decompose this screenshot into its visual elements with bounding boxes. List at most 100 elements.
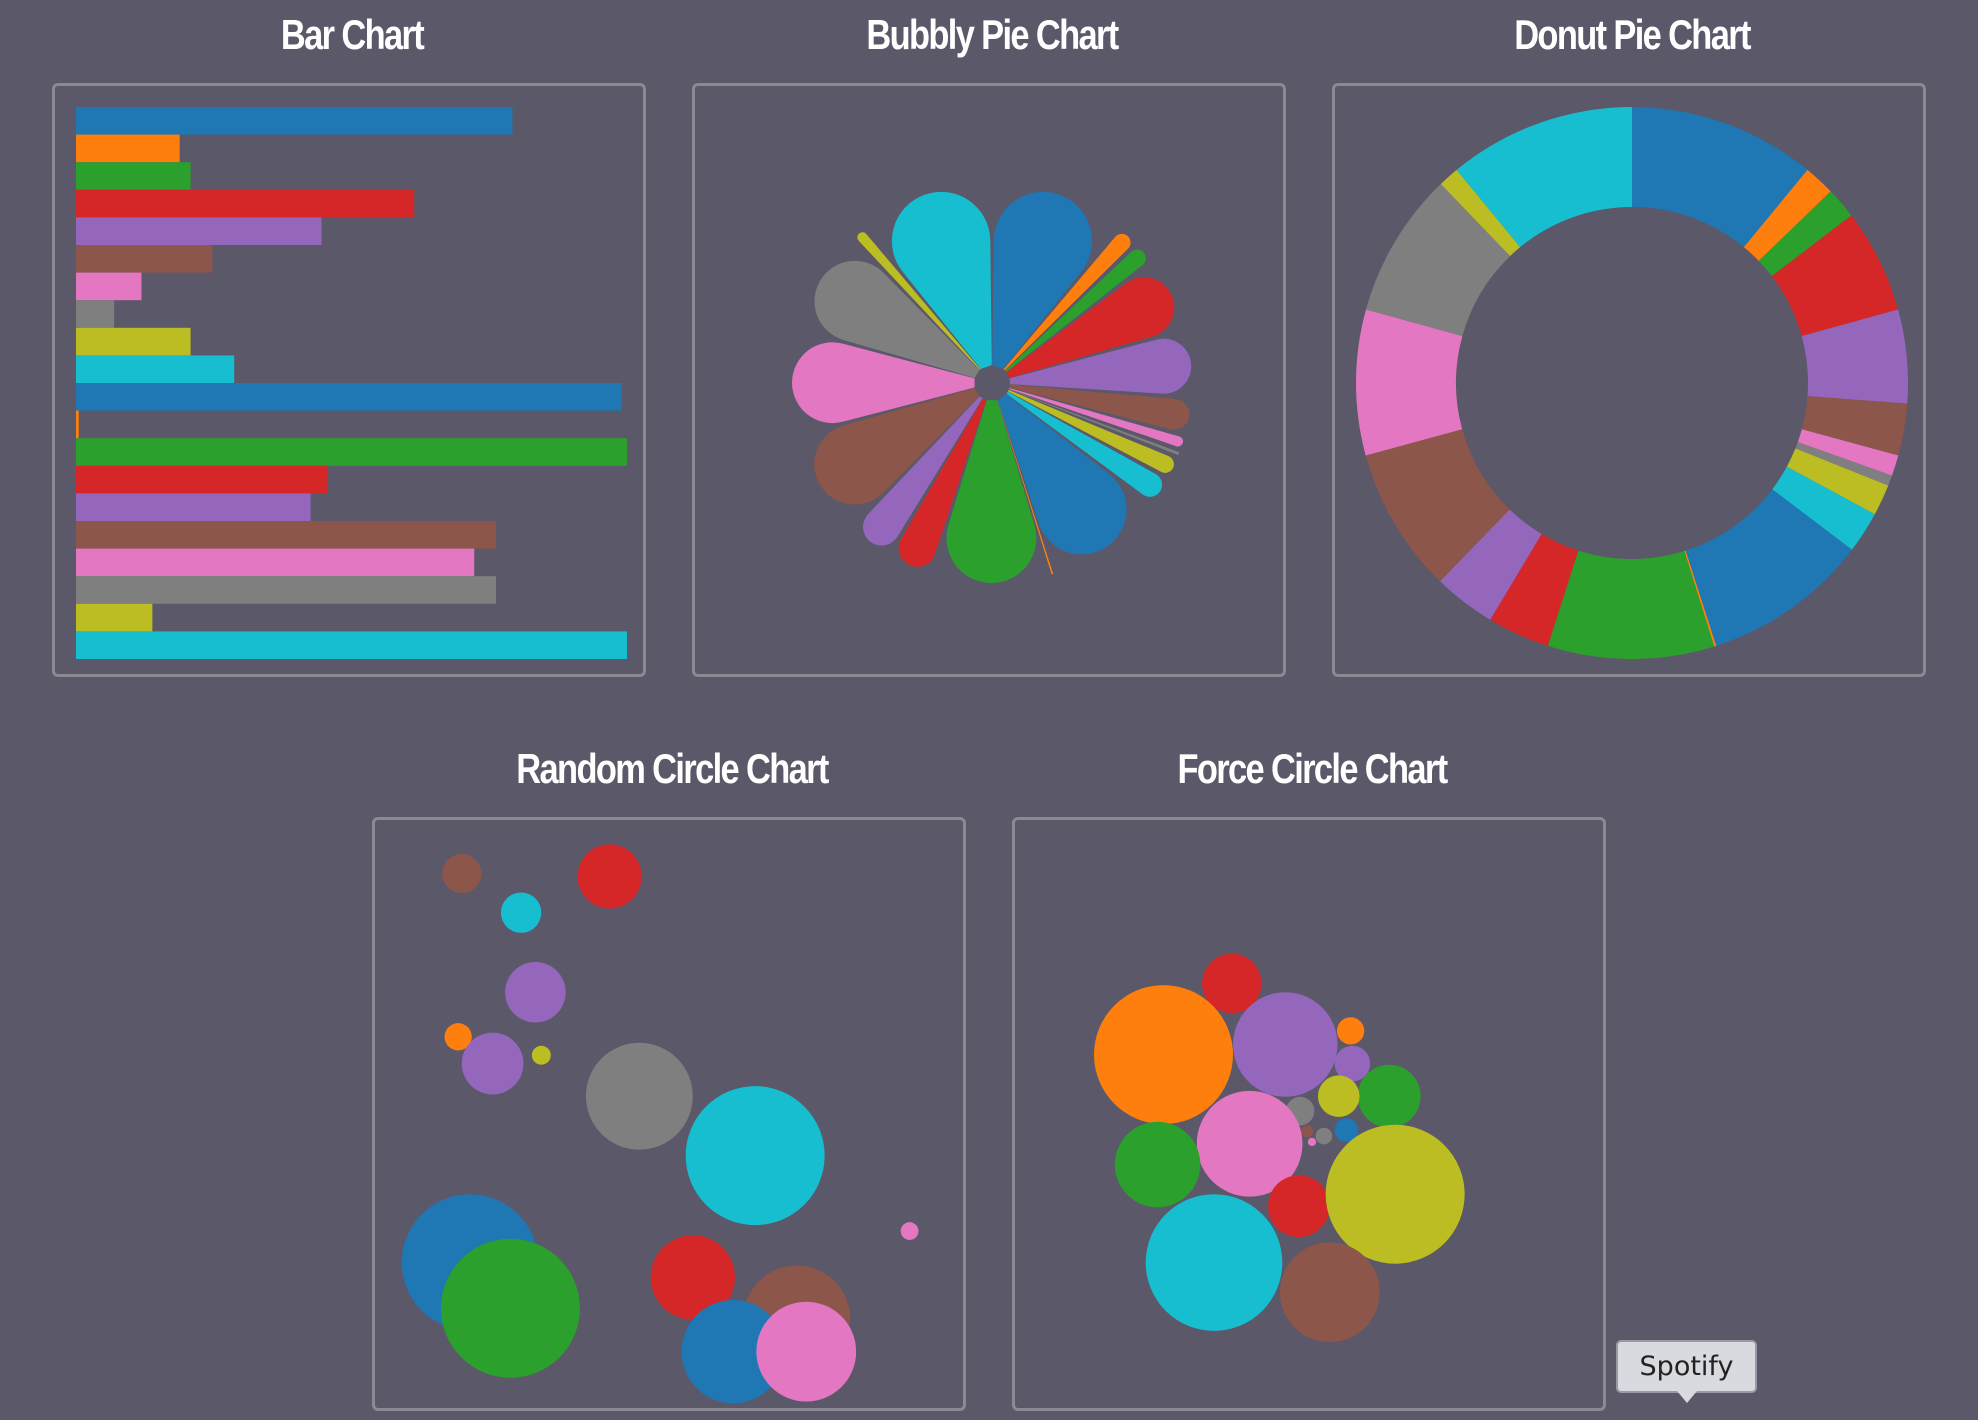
donut-pie-chart-title: Donut Pie Chart [1514,11,1751,58]
force-circle-7 [1317,1075,1360,1117]
bar-20 [76,631,627,659]
random-circle-8 [585,1042,693,1150]
donut-slice-5 [1801,309,1908,404]
bar-2 [76,134,180,163]
force-circle-17 [1145,1194,1283,1331]
random-circle-4 [505,961,566,1023]
random-circle-2 [577,844,642,909]
bar-chart-panel [52,83,646,677]
bar-1 [76,107,513,135]
donut-slice-1 [1632,107,1808,248]
donut-slice-13 [1547,550,1715,659]
bar-12 [76,410,79,439]
bubbly-pie-chart-svg [792,191,1192,583]
bubbly-slice-4 [1006,277,1175,378]
force-circle-3 [1232,992,1338,1097]
bar-17 [76,548,475,577]
donut-slice-3 [1758,191,1852,277]
random-circle-15 [681,1299,785,1404]
random-circle-10 [900,1222,919,1240]
bar-18 [76,576,497,604]
donut-slice-20 [1456,107,1632,248]
bar-9 [76,327,191,356]
bubbly-slice-7 [1009,387,1184,447]
force-circle-5 [1334,1045,1371,1082]
bubbly-slice-5 [1009,338,1192,394]
force-circle-18 [1279,1242,1380,1343]
bubbly-pie-chart-title: Bubbly Pie Chart [866,11,1119,58]
bubbly-slice-17 [792,342,975,424]
bubbly-slice-20 [891,191,992,369]
force-circle-11 [1301,1125,1314,1138]
bar-4 [76,189,415,218]
force-circle-2 [1094,985,1233,1125]
force-circle-10 [1315,1127,1333,1145]
random-circle-chart-svg [401,844,919,1404]
bar-16 [76,521,497,549]
bar-10 [76,355,235,383]
donut-slice-9 [1786,448,1889,515]
donut-slice-6 [1801,396,1908,456]
random-circle-5 [444,1023,472,1051]
donut-slice-18 [1365,183,1511,337]
bubbly-slice-11 [997,394,1127,555]
bubbly-slice-12 [997,400,1054,575]
random-circle-6 [461,1032,524,1095]
random-circle-1 [442,853,482,894]
random-circle-7 [531,1045,551,1065]
random-circle-9 [685,1086,825,1226]
bubbly-slice-15 [862,396,983,546]
donut-slice-10 [1772,466,1875,550]
donut-slice-14 [1490,533,1579,646]
donut-slice-2 [1743,169,1831,261]
bubbly-slice-18 [814,260,980,378]
donut-slice-15 [1440,509,1542,620]
bubbly-slice-14 [898,398,987,567]
random-circle-13 [650,1235,735,1320]
random-circle-16 [756,1301,857,1402]
bubbly-slice-10 [1006,391,1163,497]
donut-slice-12 [1684,550,1717,647]
donut-pie-chart-svg [1356,107,1908,659]
donut-slice-17 [1356,309,1463,456]
force-circle-13 [1196,1090,1303,1197]
force-circle-chart-svg [1094,953,1465,1343]
bubbly-slice-1 [992,191,1093,369]
force-circle-9 [1334,1118,1359,1142]
bubbly-slice-19 [857,232,981,370]
bubbly-slice-9 [1007,389,1174,473]
donut-slice-16 [1365,429,1510,582]
bubbly-slice-2 [1003,233,1131,371]
donut-pie-chart-panel [1332,83,1926,677]
force-circle-15 [1268,1175,1330,1237]
random-circle-3 [500,892,542,933]
donut-slice-4 [1771,215,1899,337]
bubbly-slice-3 [1005,249,1146,372]
bar-13 [76,438,627,466]
bubbly-slice-13 [946,400,1037,583]
bubbly-slice-6 [1009,384,1190,430]
bar-11 [76,383,622,411]
donut-slice-19 [1440,169,1521,257]
bar-chart-svg [76,107,627,659]
bubbly-pie-chart-panel [692,83,1286,677]
bar-14 [76,465,327,494]
random-circle-chart-panel [372,817,966,1411]
bar-15 [76,493,311,521]
app-tooltip: Spotify [1616,1340,1757,1393]
donut-slice-7 [1797,429,1899,476]
bar-19 [76,603,153,632]
force-circle-14 [1114,1121,1201,1208]
force-circle-1 [1202,953,1262,1014]
force-circle-chart-title: Force Circle Chart [1177,745,1448,792]
force-circle-6 [1357,1064,1421,1128]
random-circle-12 [440,1238,580,1378]
bar-5 [76,217,322,245]
bubbly-slice-8 [1008,389,1180,455]
random-circle-chart-title: Random Circle Chart [516,745,829,792]
force-circle-16 [1325,1124,1465,1264]
bar-6 [76,245,213,273]
bar-8 [76,300,115,328]
bar-7 [76,272,142,301]
bar-chart-title: Bar Chart [280,11,425,58]
